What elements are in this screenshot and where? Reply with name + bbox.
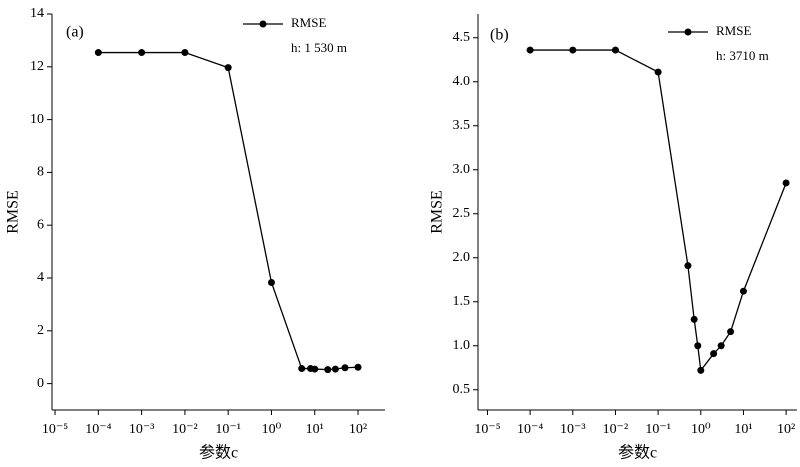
y-tick-label: 2.0 xyxy=(453,250,471,265)
y-tick-label: 2 xyxy=(37,323,44,338)
data-point xyxy=(697,366,705,374)
x-tick-label: 10⁻¹ xyxy=(645,422,671,437)
panel-label: (b) xyxy=(490,27,509,44)
y-tick-label: 0 xyxy=(37,376,44,391)
x-tick-label: 10² xyxy=(777,422,795,437)
data-point xyxy=(267,278,275,286)
x-tick-label: 10² xyxy=(349,422,367,437)
data-point xyxy=(654,68,662,76)
data-point xyxy=(569,46,577,54)
annotation: h: 3710 m xyxy=(716,48,769,63)
data-point xyxy=(690,315,698,323)
x-tick-label: 10⁰ xyxy=(262,422,282,437)
y-tick-label: 8 xyxy=(37,165,44,180)
y-tick-label: 1.0 xyxy=(453,338,471,353)
x-tick-label: 10⁻⁵ xyxy=(42,422,68,437)
data-point xyxy=(94,49,102,57)
x-tick-label: 10¹ xyxy=(734,422,752,437)
data-point xyxy=(694,342,702,350)
legend-marker xyxy=(259,20,267,28)
data-point xyxy=(739,287,747,295)
x-tick-label: 10¹ xyxy=(306,422,324,437)
y-tick-label: 1.5 xyxy=(453,294,471,309)
y-tick-label: 4.5 xyxy=(453,30,471,45)
legend-label: RMSE xyxy=(291,15,326,30)
data-point xyxy=(717,342,725,350)
data-point xyxy=(782,179,790,187)
data-point xyxy=(526,46,534,54)
data-point xyxy=(727,328,735,336)
y-tick-label: 3.0 xyxy=(453,162,471,177)
x-tick-label: 10⁻² xyxy=(603,422,629,437)
y-tick-label: 3.5 xyxy=(453,118,471,133)
y-tick-label: 4.0 xyxy=(453,74,471,89)
x-tick-label: 10⁻² xyxy=(172,422,198,437)
y-axis-label: RMSE xyxy=(5,190,22,234)
y-tick-label: 14 xyxy=(30,6,44,21)
legend-label: RMSE xyxy=(716,23,751,38)
data-point xyxy=(684,262,692,270)
data-point xyxy=(710,350,718,358)
x-tick-label: 10⁻³ xyxy=(129,422,155,437)
x-tick-label: 10⁻³ xyxy=(560,422,586,437)
x-axis-label: 参数c xyxy=(199,444,238,462)
y-tick-label: 2.5 xyxy=(453,206,471,221)
data-point xyxy=(611,46,619,54)
data-point xyxy=(298,365,306,373)
data-point xyxy=(311,365,319,373)
data-point xyxy=(324,366,332,374)
y-tick-label: 6 xyxy=(37,217,44,232)
legend-marker xyxy=(684,28,692,36)
x-tick-label: 10⁻⁵ xyxy=(474,422,500,437)
x-axis-label: 参数c xyxy=(618,444,657,462)
annotation: h: 1 530 m xyxy=(291,40,347,55)
x-tick-label: 10⁻¹ xyxy=(215,422,241,437)
x-tick-label: 10⁻⁴ xyxy=(517,422,543,437)
y-axis-label: RMSE xyxy=(429,190,446,234)
y-tick-label: 10 xyxy=(30,112,44,127)
series-line xyxy=(98,51,359,371)
y-tick-label: 12 xyxy=(30,59,44,74)
data-point xyxy=(181,49,189,57)
x-tick-label: 10⁻⁴ xyxy=(85,422,111,437)
data-point xyxy=(354,363,362,371)
data-point xyxy=(331,365,339,373)
panel-label: (a) xyxy=(66,24,84,41)
y-tick-label: 4 xyxy=(37,270,44,285)
y-tick-label: 0.5 xyxy=(453,382,471,397)
data-point xyxy=(341,364,349,372)
series-line xyxy=(530,49,787,373)
data-point xyxy=(138,49,146,57)
data-point xyxy=(224,64,232,72)
x-tick-label: 10⁰ xyxy=(691,422,711,437)
